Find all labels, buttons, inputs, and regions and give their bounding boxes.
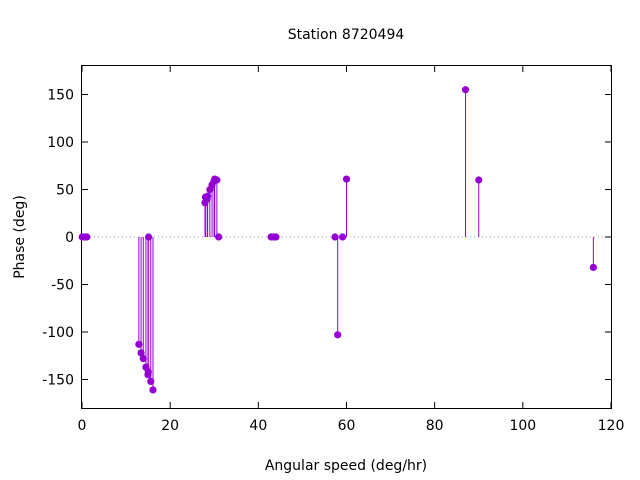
- y-tick-label: 150: [47, 88, 74, 104]
- data-point: [144, 368, 152, 376]
- x-tick-label: 20: [161, 418, 179, 434]
- x-axis-label: Angular speed (deg/hr): [265, 458, 427, 474]
- y-tick-label: -150: [42, 373, 74, 389]
- x-tick-label: 40: [249, 418, 267, 434]
- y-axis-label: Phase (deg): [12, 195, 28, 279]
- y-tick-label: 100: [47, 135, 74, 151]
- data-point: [83, 233, 91, 241]
- y-tick-label: 0: [65, 230, 74, 246]
- y-axis-ticks: -150 -100 -50 0 50 100 150: [42, 88, 611, 389]
- data-point: [272, 233, 280, 241]
- x-axis-ticks: 0 20 40 60 80 100 120: [78, 66, 625, 434]
- x-tick-label: 80: [426, 418, 444, 434]
- data-point: [338, 233, 347, 241]
- x-tick-label: 60: [338, 418, 356, 434]
- data-point: [215, 233, 223, 241]
- data-point: [589, 263, 597, 271]
- data-impulses: [138, 89, 594, 390]
- data-point: [137, 349, 145, 357]
- x-tick-label: 0: [78, 418, 87, 434]
- data-point: [204, 192, 212, 200]
- data-point: [135, 340, 143, 348]
- data-point: [331, 233, 339, 241]
- data-point: [461, 86, 470, 94]
- data-points: [78, 86, 597, 394]
- data-point: [342, 175, 351, 183]
- data-point: [144, 233, 153, 241]
- data-point: [139, 355, 147, 363]
- data-point: [213, 176, 221, 184]
- data-point: [334, 331, 342, 339]
- data-point: [147, 377, 155, 385]
- x-tick-label: 100: [509, 418, 536, 434]
- data-point: [149, 386, 157, 394]
- x-tick-label: 120: [598, 418, 625, 434]
- y-tick-label: -100: [42, 325, 74, 341]
- y-tick-label: -50: [51, 278, 74, 294]
- data-point: [475, 176, 483, 184]
- chart-title: Station 8720494: [288, 27, 405, 43]
- y-tick-label: 50: [56, 183, 74, 199]
